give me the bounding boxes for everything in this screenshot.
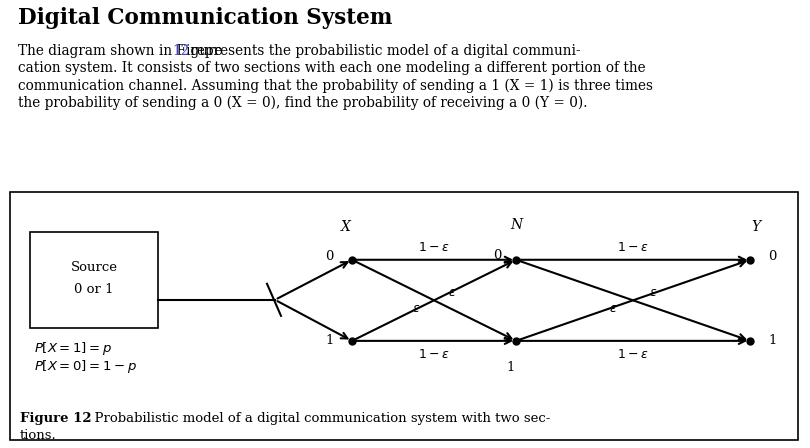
Text: $1-\epsilon$: $1-\epsilon$ xyxy=(617,241,649,254)
Text: $\epsilon$: $\epsilon$ xyxy=(411,302,420,315)
Text: Y: Y xyxy=(752,220,761,234)
Text: The diagram shown in Figure: The diagram shown in Figure xyxy=(18,44,227,58)
Text: 1: 1 xyxy=(326,334,334,347)
Text: represents the probabilistic model of a digital communi-: represents the probabilistic model of a … xyxy=(185,44,580,58)
Text: $\epsilon$: $\epsilon$ xyxy=(649,286,657,299)
Text: 0 or 1: 0 or 1 xyxy=(75,283,113,296)
Text: $P[X=1]=p$: $P[X=1]=p$ xyxy=(34,340,112,357)
Text: $\epsilon$: $\epsilon$ xyxy=(609,302,617,315)
Text: 1: 1 xyxy=(507,361,515,374)
Bar xyxy=(30,232,158,328)
Text: $1-\epsilon$: $1-\epsilon$ xyxy=(418,349,450,362)
Text: communication channel. Assuming that the probability of sending a 1 (X = 1) is t: communication channel. Assuming that the… xyxy=(18,78,653,93)
Text: Source: Source xyxy=(70,261,117,274)
Text: . Probabilistic model of a digital communication system with two sec-: . Probabilistic model of a digital commu… xyxy=(86,412,550,425)
Text: 0: 0 xyxy=(493,249,502,262)
Text: Digital Communication System: Digital Communication System xyxy=(18,7,392,29)
Text: cation system. It consists of two sections with each one modeling a different po: cation system. It consists of two sectio… xyxy=(18,61,646,75)
Text: N: N xyxy=(510,218,522,232)
Text: 0: 0 xyxy=(768,250,776,263)
Text: 0: 0 xyxy=(326,250,334,263)
Text: $P[X=0]=1-p$: $P[X=0]=1-p$ xyxy=(34,358,137,375)
Text: X: X xyxy=(341,220,351,234)
Text: tions.: tions. xyxy=(20,429,57,442)
Text: $1-\epsilon$: $1-\epsilon$ xyxy=(617,349,649,362)
Text: 1: 1 xyxy=(768,334,776,347)
Text: 12: 12 xyxy=(173,44,190,58)
Text: $\epsilon$: $\epsilon$ xyxy=(448,286,456,299)
Text: the probability of sending a 0 (X = 0), find the probability of receiving a 0 (Y: the probability of sending a 0 (X = 0), … xyxy=(18,95,587,110)
Text: Figure 12: Figure 12 xyxy=(20,412,92,425)
Text: $1-\epsilon$: $1-\epsilon$ xyxy=(418,241,450,254)
